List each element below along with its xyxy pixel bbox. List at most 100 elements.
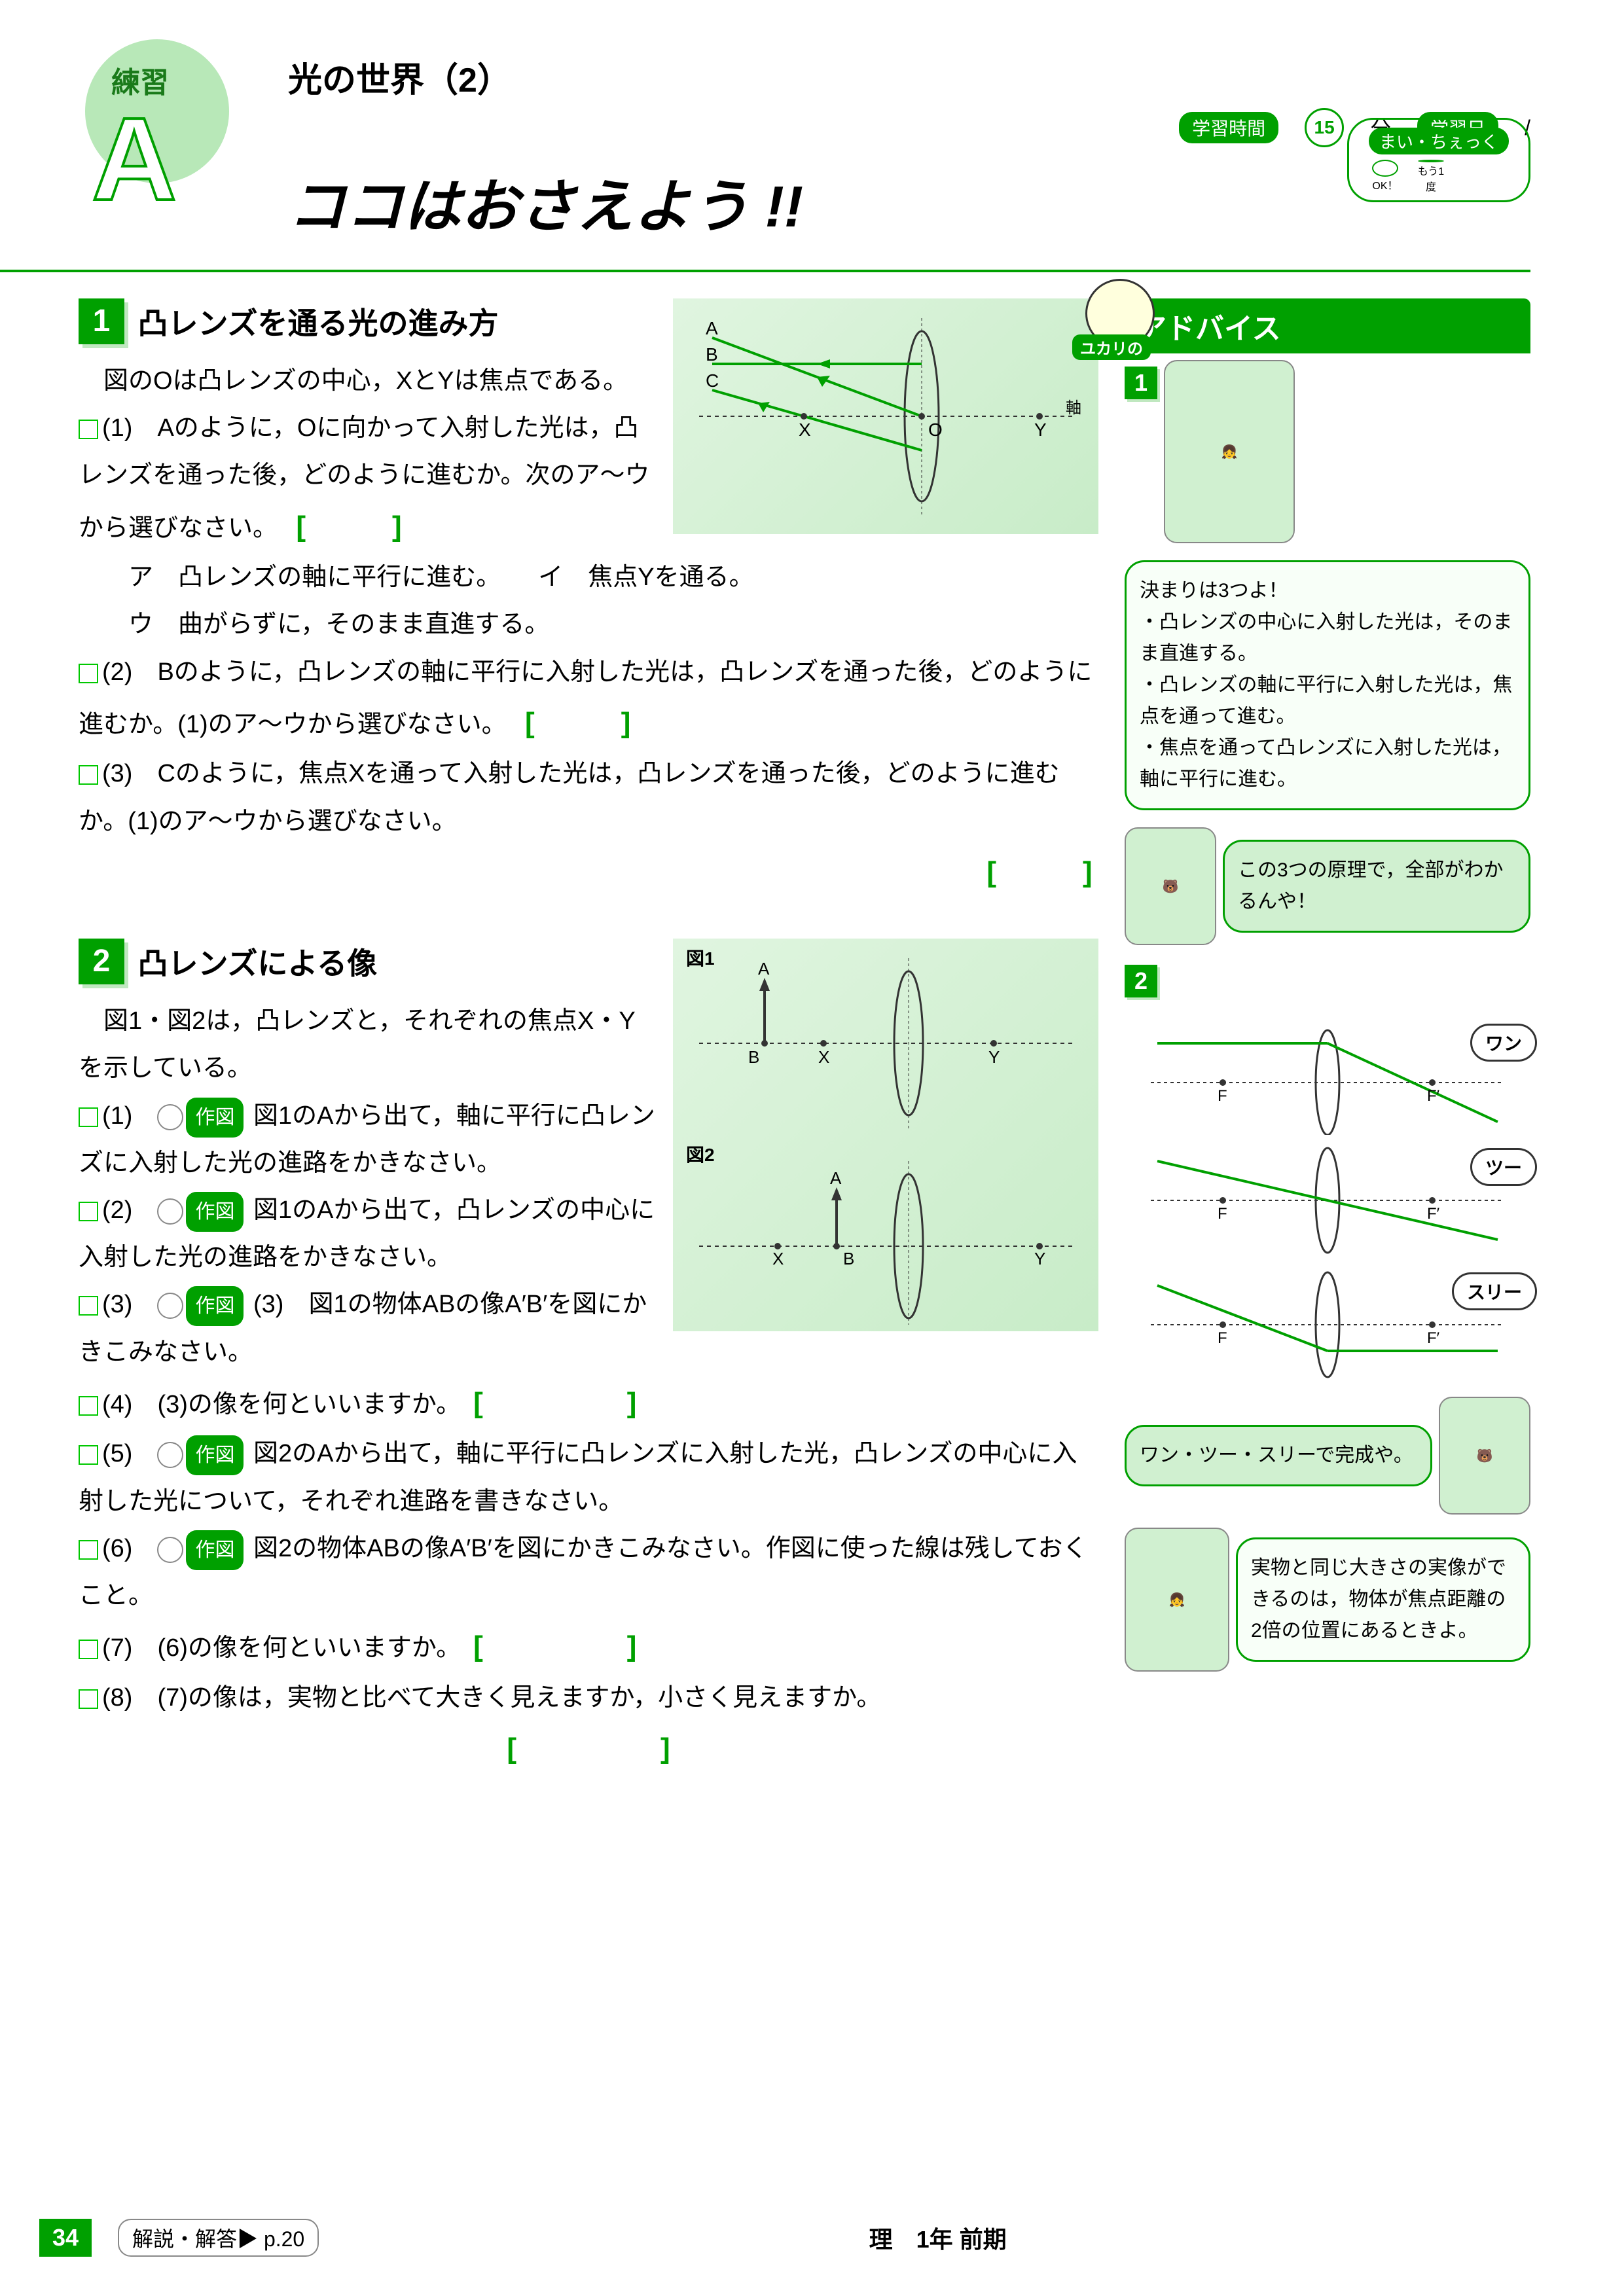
q2-8: (8) (7)の像は，実物と比べて大きく見えますか，小さく見えますか。	[102, 1684, 881, 1712]
diagram-label-C: C	[706, 370, 719, 391]
q1-3-answer[interactable]: [ ]	[981, 845, 1098, 900]
svg-text:図1: 図1	[686, 948, 715, 969]
svg-text:A: A	[830, 1168, 842, 1188]
sakuzu-badge-5: 作図	[186, 1435, 244, 1475]
q1-2-checkbox[interactable]	[79, 664, 98, 683]
advice-header: ユカリの アドバイス	[1125, 298, 1530, 353]
diagram-label-A: A	[706, 318, 718, 338]
q2-3-checkbox[interactable]	[79, 1296, 98, 1316]
q2-6-checkbox[interactable]	[79, 1540, 98, 1560]
yukari-label: ユカリの	[1072, 334, 1151, 360]
yukari-character-1: 👧	[1164, 360, 1295, 543]
advice-num-1: 1	[1125, 367, 1157, 399]
svg-text:Y: Y	[1034, 1249, 1045, 1268]
q1-3: (3) Cのように，焦点Xを通って入射した光は，凸レンズを通った後，どのように進…	[79, 760, 1060, 834]
svg-text:B: B	[843, 1249, 854, 1268]
choice-i: イ 焦点Yを通る。	[538, 564, 753, 591]
yukari-character-2: 👧	[1125, 1528, 1229, 1672]
svg-text:図2: 図2	[686, 1145, 715, 1165]
section-1-title: 凸レンズを通る光の進み方	[137, 300, 498, 343]
svg-text:F′: F′	[1427, 1087, 1440, 1105]
q1-1-checkbox[interactable]	[79, 420, 98, 439]
bear-icon	[157, 1293, 183, 1319]
advice-num-2: 2	[1125, 965, 1157, 997]
divider	[79, 270, 1530, 272]
practice-letter: A	[92, 92, 177, 227]
advice-diagram-3: F F′ スリー	[1125, 1266, 1530, 1384]
diagram-label-Y: Y	[1034, 420, 1047, 440]
q2-4-checkbox[interactable]	[79, 1396, 98, 1416]
q1-2-answer[interactable]: [ ]	[519, 696, 637, 751]
count-2: ツー	[1470, 1148, 1537, 1186]
bear-character-1: 🐻	[1125, 827, 1216, 945]
section-2-title: 凸レンズによる像	[137, 940, 377, 983]
clock-icon: 15	[1305, 108, 1344, 147]
study-time-label: 学習時間	[1179, 112, 1278, 143]
my-check-box: まい・ちぇっく OK！ もう1度	[1347, 118, 1530, 202]
advice-bubble-2: この3つの原理で，全部がわかるんや！	[1223, 840, 1530, 933]
section-1: 1 凸レンズを通る光の進み方 A	[79, 298, 1098, 899]
q2-4: (4) (3)の像を何といいますか。	[102, 1391, 448, 1418]
q2-4-answer[interactable]: [ ]	[473, 1376, 636, 1431]
diagram-label-axis: 軸	[1066, 399, 1081, 417]
svg-text:F: F	[1218, 1329, 1227, 1347]
svg-text:F: F	[1218, 1087, 1227, 1105]
footer-ref: 解説・解答▶ p.20	[118, 2219, 319, 2257]
check-ok[interactable]: OK！	[1369, 160, 1401, 192]
advice-diagram-2: F F′ ツー	[1125, 1141, 1530, 1259]
sakuzu-badge-2: 作図	[186, 1192, 244, 1232]
svg-text:Y: Y	[988, 1047, 1000, 1067]
my-check-title: まい・ちぇっく	[1369, 128, 1509, 154]
q2-1-checkbox[interactable]	[79, 1107, 98, 1127]
q2-5-checkbox[interactable]	[79, 1445, 98, 1465]
section-1-diagram: A B C X O Y 軸	[673, 298, 1098, 534]
advice-diagram-1: F F′ ワン	[1125, 1017, 1530, 1135]
q2-8-answer[interactable]: [ ]	[507, 1721, 670, 1776]
svg-text:X: X	[818, 1047, 829, 1067]
section-2-diagram: 図1 A B X Y 図2	[673, 939, 1098, 1331]
advice-title: アドバイス	[1138, 305, 1281, 347]
count-1: ワン	[1470, 1024, 1537, 1062]
diagram-label-X: X	[799, 420, 811, 440]
svg-text:F: F	[1218, 1205, 1227, 1223]
sakuzu-badge-1: 作図	[186, 1098, 244, 1138]
study-info: 学習時間 15 分 学習日 /	[288, 108, 1530, 147]
advice-bubble-1: 決まりは3つよ！ ・凸レンズの中心に入射した光は，そのまま直進する。 ・凸レンズ…	[1125, 560, 1530, 810]
svg-text:A: A	[758, 959, 770, 978]
q2-7-answer[interactable]: [ ]	[473, 1619, 636, 1674]
footer: 34 解説・解答▶ p.20 理 1年 前期	[39, 2219, 1530, 2257]
advice-column: ユカリの アドバイス 1 👧 決まりは3つよ！ ・凸レンズの中心に入射した光は，…	[1125, 298, 1530, 1776]
section-2-num: 2	[79, 939, 124, 984]
sakuzu-badge-6: 作図	[186, 1530, 244, 1570]
chapter-title: 光の世界（2）	[288, 52, 1530, 101]
choice-a: ア 凸レンズの軸に平行に進む。	[128, 564, 488, 591]
main-column: 1 凸レンズを通る光の進み方 A	[79, 298, 1098, 1776]
section-2: 2 凸レンズによる像 図1 A B X Y 図2	[79, 939, 1098, 1776]
bear-ok-icon	[1372, 160, 1398, 177]
diagram-label-O: O	[928, 420, 943, 440]
bear-icon	[157, 1442, 183, 1468]
q2-2-checkbox[interactable]	[79, 1202, 98, 1221]
svg-text:F′: F′	[1427, 1329, 1440, 1347]
bear-icon	[157, 1198, 183, 1225]
q1-1-answer[interactable]: [ ]	[290, 499, 408, 554]
svg-text:B: B	[748, 1047, 759, 1067]
q2-7-checkbox[interactable]	[79, 1640, 98, 1659]
footer-center: 理 1年 前期	[869, 2221, 1007, 2255]
q2-8-checkbox[interactable]	[79, 1689, 98, 1709]
choice-u: ウ 曲がらずに，そのまま直進する。	[128, 601, 1098, 648]
advice-bubble-4: 実物と同じ大きさの実像ができるのは，物体が焦点距離の2倍の位置にあるときよ。	[1236, 1537, 1530, 1662]
bear-character-2: 🐻	[1439, 1397, 1530, 1515]
bear-icon	[157, 1104, 183, 1130]
diagram-label-B: B	[706, 344, 718, 365]
main-title: ココはおさえよう !!	[288, 160, 1530, 243]
header: 練習 A 光の世界（2） 学習時間 15 分 学習日 / ココはおさえよう !!…	[79, 52, 1530, 243]
q1-3-checkbox[interactable]	[79, 765, 98, 785]
svg-text:F′: F′	[1427, 1205, 1440, 1223]
check-again[interactable]: もう1度	[1415, 160, 1447, 192]
q2-7: (7) (6)の像を何といいますか。	[102, 1634, 448, 1662]
page-number: 34	[39, 2219, 92, 2257]
section-1-num: 1	[79, 298, 124, 344]
sakuzu-badge-3: 作図	[186, 1286, 244, 1326]
advice-bubble-3: ワン・ツー・スリーで完成や。	[1125, 1425, 1432, 1486]
